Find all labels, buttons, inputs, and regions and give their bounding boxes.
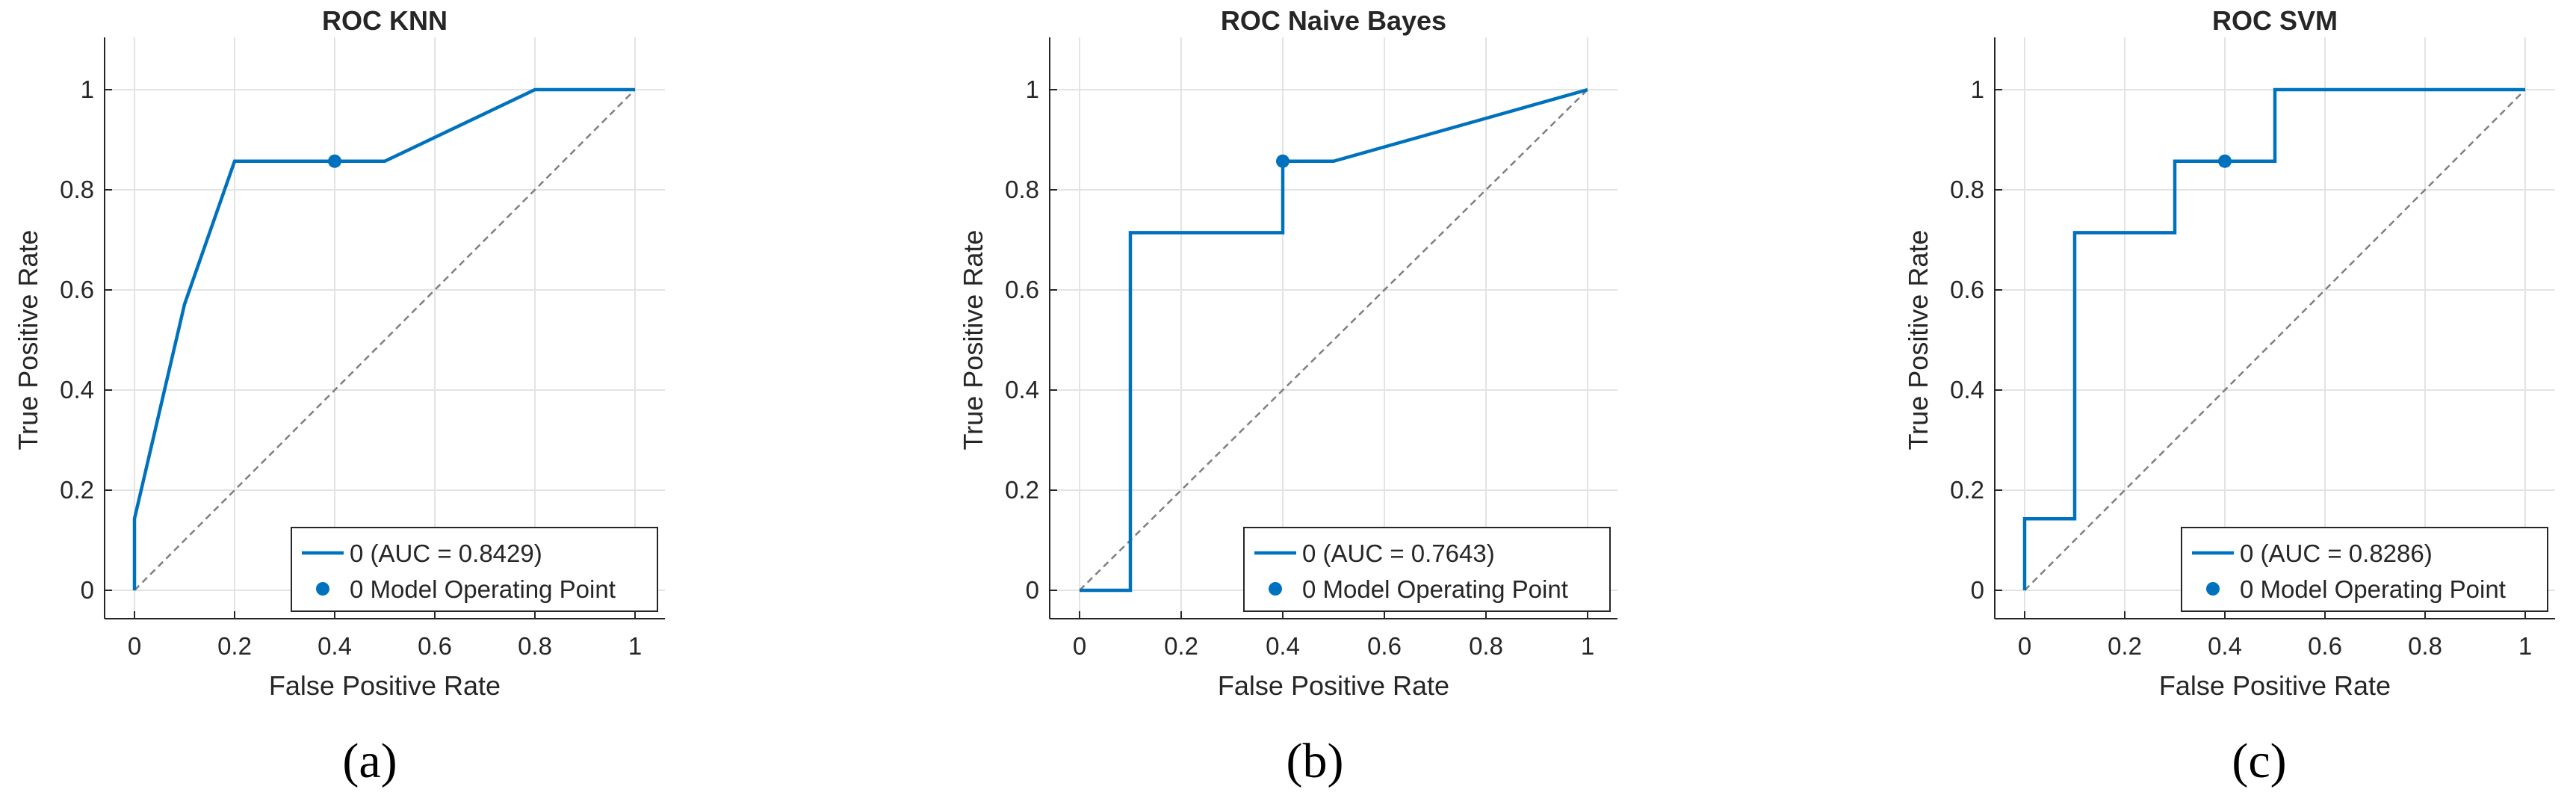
operating-point-marker — [2218, 154, 2232, 168]
chart-title: ROC KNN — [322, 5, 448, 36]
x-tick-label: 0.8 — [1469, 632, 1503, 660]
chart-panel-3: 0 0.2 0.4 0.6 0.8 1 0 0.2 0.4 0.6 0.8 1 ROC SVM False… — [1903, 5, 2555, 788]
y-tick-label: 0 — [1971, 576, 1984, 604]
x-tick-label: 1 — [1581, 632, 1594, 660]
chance-diagonal-line — [1079, 89, 1588, 591]
y-axis-label: True Positive Rate — [958, 230, 988, 451]
chart-panel-2: 0 0.2 0.4 0.6 0.8 1 0 0.2 0.4 0.6 0.8 1 ROC Naive Ba… — [958, 5, 1617, 788]
y-tick-label: 0.2 — [60, 476, 94, 504]
panel-caption: (b) — [1287, 734, 1344, 788]
y-tick-label: 0.8 — [1950, 176, 1984, 203]
legend-label-curve: 0 (AUC = 0.8429) — [350, 539, 542, 567]
legend-box — [2181, 527, 2548, 612]
y-tick-label: 0.6 — [1005, 276, 1039, 303]
x-tick-label: 0.4 — [318, 632, 352, 660]
legend: 0 (AUC = 0.8429) 0 Model Operating Point — [291, 527, 658, 612]
legend: 0 (AUC = 0.8286) 0 Model Operating Point — [2181, 527, 2548, 612]
x-tick-label: 0.6 — [1367, 632, 1402, 660]
x-tick-label: 0.2 — [217, 632, 252, 660]
x-axis-label: False Positive Rate — [1218, 670, 1449, 701]
x-tick-label: 0.4 — [1266, 632, 1300, 660]
x-tick-label: 0.2 — [1164, 632, 1198, 660]
chance-diagonal-line — [134, 89, 636, 591]
x-tick-label: 0.4 — [2208, 632, 2242, 660]
y-tick-label: 0 — [1026, 576, 1039, 604]
legend-label-point: 0 Model Operating Point — [350, 575, 616, 603]
x-tick-label: 0 — [128, 632, 141, 660]
y-tick-label: 0.2 — [1950, 476, 1984, 504]
y-axis-label: True Positive Rate — [13, 230, 43, 451]
roc-curve-series — [1080, 87, 1588, 593]
y-tick-label: 0.8 — [60, 176, 94, 203]
legend-point-swatch — [1269, 582, 1282, 596]
chart-title: ROC SVM — [2212, 5, 2338, 36]
chart-title: ROC Naive Bayes — [1221, 5, 1446, 36]
legend-point-swatch — [2206, 582, 2220, 596]
x-tick-label: 0.2 — [2108, 632, 2142, 660]
chart-panel-1: 0 0.2 0.4 0.6 0.8 1 0 0.2 0.4 0.6 0.8 1 ROC KNN False… — [13, 5, 665, 788]
roc-curve-series — [132, 87, 635, 590]
roc-curve-series — [2022, 87, 2525, 590]
y-tick-label: 1 — [81, 75, 94, 103]
y-tick-label: 1 — [1971, 75, 1984, 103]
x-axis-label: False Positive Rate — [269, 670, 501, 701]
x-tick-label: 0.8 — [2408, 632, 2442, 660]
y-tick-label: 1 — [1026, 75, 1039, 103]
chance-diagonal-line — [2024, 89, 2526, 591]
x-tick-label: 0.8 — [518, 632, 552, 660]
legend-label-curve: 0 (AUC = 0.8286) — [2240, 539, 2433, 567]
y-tick-label: 0.4 — [1950, 376, 1984, 404]
legend-label-point: 0 Model Operating Point — [1302, 575, 1568, 603]
y-tick-label: 0.4 — [60, 376, 94, 404]
y-axis-label: True Positive Rate — [1903, 230, 1933, 451]
x-tick-label: 0.6 — [2308, 632, 2342, 660]
y-tick-label: 0.2 — [1005, 476, 1039, 504]
y-tick-label: 0.4 — [1005, 376, 1039, 404]
legend-box — [1243, 527, 1611, 612]
legend-box — [291, 527, 658, 612]
panel-caption: (a) — [342, 734, 397, 788]
x-axis-label: False Positive Rate — [2159, 670, 2391, 701]
x-tick-label: 0 — [2018, 632, 2031, 660]
legend: 0 (AUC = 0.7643) 0 Model Operating Point — [1243, 527, 1611, 612]
panel-caption: (c) — [2232, 734, 2286, 788]
legend-label-point: 0 Model Operating Point — [2240, 575, 2506, 603]
x-tick-label: 1 — [628, 632, 642, 660]
x-tick-label: 0.6 — [418, 632, 452, 660]
legend-point-swatch — [316, 582, 329, 596]
operating-point-marker — [328, 154, 341, 168]
operating-point-marker — [1276, 154, 1289, 168]
y-tick-label: 0.8 — [1005, 176, 1039, 203]
y-tick-label: 0 — [81, 576, 94, 604]
legend-label-curve: 0 (AUC = 0.7643) — [1302, 539, 1495, 567]
y-tick-label: 0.6 — [60, 276, 94, 303]
y-tick-label: 0.6 — [1950, 276, 1984, 303]
x-tick-label: 1 — [2518, 632, 2532, 660]
x-tick-label: 0 — [1073, 632, 1086, 660]
